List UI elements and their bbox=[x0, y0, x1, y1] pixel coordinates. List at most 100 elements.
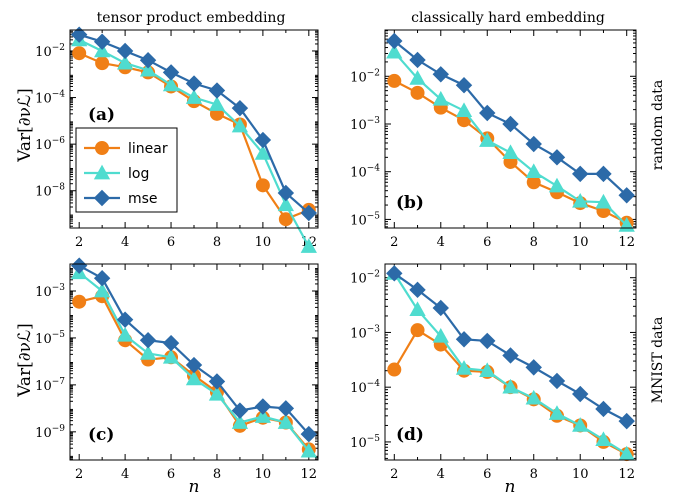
point-log bbox=[432, 327, 449, 343]
x-tick-label: 10 bbox=[572, 235, 589, 250]
point-mse bbox=[70, 26, 88, 43]
y-tick-label: 10−2 bbox=[35, 43, 65, 60]
y-tick-label: 10−8 bbox=[35, 183, 65, 200]
point-mse bbox=[185, 75, 203, 92]
point-log bbox=[455, 102, 473, 118]
point-mse bbox=[432, 66, 449, 83]
point-log bbox=[572, 192, 589, 208]
x-tick-label: 8 bbox=[213, 467, 221, 482]
point-log bbox=[502, 378, 519, 394]
x-tick-label: 12 bbox=[301, 467, 318, 482]
point-log bbox=[595, 193, 612, 209]
point-log bbox=[502, 144, 519, 160]
point-log bbox=[409, 301, 426, 317]
point-log bbox=[300, 238, 317, 253]
series-mse bbox=[70, 26, 318, 222]
panel-label: (a) bbox=[88, 105, 115, 125]
point-mse bbox=[386, 32, 403, 50]
point-log bbox=[93, 42, 111, 58]
x-tick-label: 6 bbox=[483, 467, 491, 482]
point-mse bbox=[139, 332, 157, 349]
point-log bbox=[231, 117, 249, 133]
legend-marker bbox=[93, 189, 111, 207]
point-mse bbox=[618, 187, 635, 204]
row-label-bottom: MNIST data bbox=[650, 317, 666, 404]
point-log bbox=[185, 89, 203, 104]
y-tick-label: 10−4 bbox=[35, 90, 65, 107]
panel-3: 10−2 10−3 10−4 10−5 2 4 6 8 10 12 (d) bbox=[350, 263, 637, 482]
point-log bbox=[116, 54, 134, 70]
x-axis-label-left: n bbox=[189, 477, 200, 497]
point-mse bbox=[93, 33, 111, 50]
y-tick-label: 10−2 bbox=[350, 68, 380, 85]
point-log bbox=[479, 362, 496, 378]
y-tick-label: 10−5 bbox=[35, 330, 65, 347]
point-mse bbox=[231, 402, 249, 419]
col-title-right: classically hard embedding bbox=[411, 10, 605, 26]
x-tick-label: 10 bbox=[255, 235, 272, 250]
panel-2: 10−3 10−5 10−7 10−9 2 4 6 8 10 12 (c) bbox=[35, 257, 319, 482]
point-mse bbox=[525, 359, 542, 376]
y-axis-label-bottom: Var[∂νℒ] bbox=[15, 323, 35, 398]
point-mse bbox=[595, 400, 612, 418]
point-linear bbox=[72, 46, 87, 61]
point-log bbox=[525, 163, 542, 179]
panels: 10−210−410−610−824681012(a)10−210−310−41… bbox=[35, 26, 637, 482]
point-mse bbox=[185, 356, 203, 374]
point-mse bbox=[479, 332, 496, 350]
point-mse bbox=[502, 115, 519, 133]
point-linear bbox=[255, 178, 270, 193]
point-log bbox=[455, 360, 473, 375]
point-linear bbox=[72, 294, 87, 309]
point-linear bbox=[410, 323, 425, 338]
series-line-log bbox=[393, 51, 628, 227]
y-tick-label: 10−3 bbox=[35, 283, 65, 300]
point-mse bbox=[548, 149, 566, 166]
point-linear bbox=[387, 73, 402, 88]
point-log bbox=[254, 408, 272, 423]
point-log bbox=[208, 385, 226, 401]
point-log bbox=[548, 177, 566, 193]
series-line-mse bbox=[78, 264, 310, 435]
series-line-log bbox=[393, 272, 628, 456]
point-log bbox=[479, 132, 496, 147]
x-tick-label: 8 bbox=[530, 467, 538, 482]
point-mse bbox=[162, 64, 180, 81]
legend-entry-linear: linear bbox=[84, 141, 168, 157]
point-log bbox=[277, 414, 295, 429]
point-mse bbox=[254, 131, 272, 149]
point-mse bbox=[525, 135, 542, 153]
plot-frame bbox=[69, 29, 319, 229]
y-tick-label: 10−9 bbox=[35, 424, 65, 441]
series-log bbox=[386, 43, 635, 232]
x-axis-label-right: n bbox=[505, 477, 516, 497]
y-tick-label: 10−7 bbox=[35, 377, 65, 394]
point-log bbox=[231, 414, 249, 429]
x-tick-label: 4 bbox=[121, 235, 129, 250]
x-tick-label: 6 bbox=[483, 235, 491, 250]
point-log bbox=[116, 326, 134, 342]
point-mse bbox=[300, 204, 318, 222]
x-tick-label: 12 bbox=[618, 235, 635, 250]
legend-marker bbox=[93, 164, 111, 180]
point-log bbox=[525, 389, 542, 405]
point-mse bbox=[409, 281, 426, 299]
point-mse bbox=[455, 331, 473, 348]
point-mse bbox=[70, 257, 88, 274]
point-log bbox=[162, 76, 180, 92]
point-mse bbox=[231, 99, 249, 117]
series-mse bbox=[386, 265, 635, 430]
legend-entry-log: log bbox=[84, 164, 149, 182]
legend-label: mse bbox=[128, 191, 158, 207]
series-mse bbox=[386, 32, 635, 204]
point-linear bbox=[410, 85, 425, 100]
y-tick-label: 10−3 bbox=[350, 324, 380, 341]
point-mse bbox=[254, 398, 272, 415]
point-mse bbox=[277, 184, 295, 202]
point-log bbox=[300, 442, 317, 458]
point-log bbox=[595, 431, 612, 447]
x-tick-label: 4 bbox=[437, 467, 445, 482]
x-tick-label: 2 bbox=[390, 467, 398, 482]
plot-frame bbox=[69, 263, 319, 461]
y-tick-label: 10−4 bbox=[350, 164, 380, 181]
